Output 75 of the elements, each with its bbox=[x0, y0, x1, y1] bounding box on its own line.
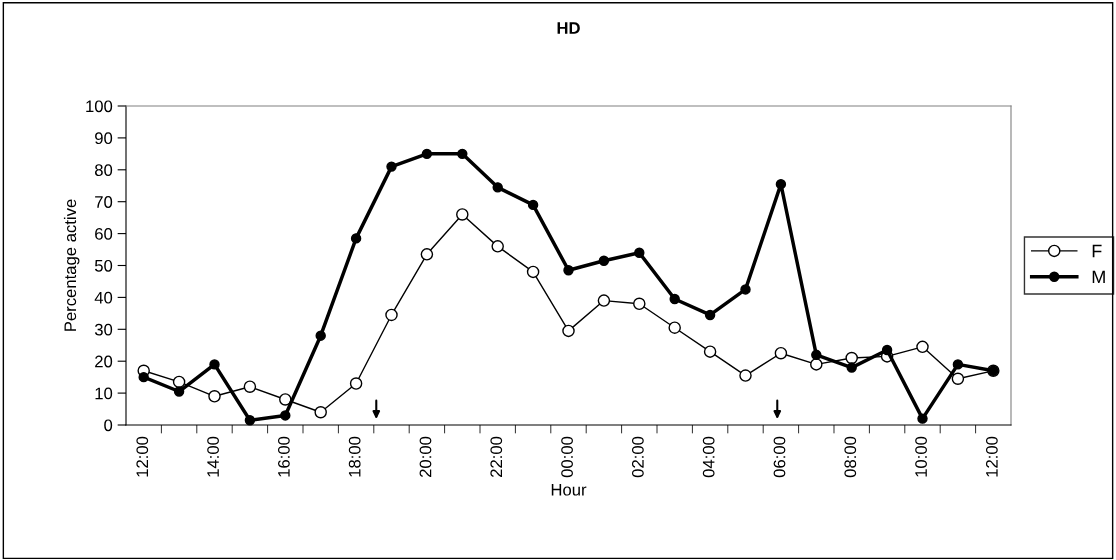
point bbox=[669, 293, 680, 305]
point bbox=[138, 371, 149, 383]
point bbox=[774, 346, 788, 360]
y-tick-label: 30 bbox=[94, 323, 113, 336]
point bbox=[173, 386, 185, 397]
y-tick-label: 60 bbox=[95, 228, 113, 240]
point bbox=[527, 199, 539, 211]
point bbox=[420, 248, 434, 261]
point bbox=[846, 362, 857, 373]
x-tick-label: 02:00 bbox=[631, 436, 644, 478]
x-tick-label: 12:00 bbox=[136, 436, 149, 477]
y-tick-label: 70 bbox=[95, 196, 113, 208]
y-tick-label: 20 bbox=[95, 355, 113, 368]
x-tick-label: 00:00 bbox=[561, 436, 573, 478]
point bbox=[811, 349, 822, 361]
point bbox=[456, 208, 469, 221]
point bbox=[280, 410, 291, 421]
x-tick-label: 10:00 bbox=[915, 436, 927, 477]
point bbox=[952, 359, 964, 370]
point bbox=[845, 351, 858, 365]
point bbox=[386, 161, 397, 172]
point bbox=[703, 345, 717, 358]
chart-title: HD bbox=[557, 22, 580, 34]
point bbox=[597, 294, 611, 307]
point bbox=[563, 265, 574, 276]
legend-label: M bbox=[1092, 270, 1105, 284]
point bbox=[917, 413, 928, 424]
y-tick-label: 50 bbox=[94, 259, 113, 272]
point bbox=[633, 297, 646, 311]
point bbox=[172, 375, 186, 389]
x-tick-label: 06:00 bbox=[773, 436, 786, 478]
x-tick-label: 22:00 bbox=[490, 436, 503, 477]
x-axis-title: Hour bbox=[551, 483, 587, 496]
point bbox=[634, 247, 645, 258]
point bbox=[739, 369, 752, 382]
y-tick-label: 100 bbox=[86, 100, 113, 113]
point bbox=[704, 309, 716, 321]
x-tick-label: 14:00 bbox=[207, 436, 219, 477]
point bbox=[526, 265, 540, 279]
legend-label: F bbox=[1092, 244, 1102, 258]
y-axis-title: Percentage active bbox=[63, 199, 80, 331]
point bbox=[916, 340, 929, 354]
point bbox=[279, 393, 292, 406]
point bbox=[385, 308, 398, 322]
point bbox=[775, 178, 787, 190]
point bbox=[421, 148, 433, 160]
point bbox=[740, 284, 751, 295]
point bbox=[668, 321, 681, 334]
point bbox=[491, 240, 504, 253]
point bbox=[349, 377, 363, 390]
x-tick-label: 20:00 bbox=[419, 436, 432, 477]
point bbox=[244, 415, 256, 426]
y-tick-label: 40 bbox=[94, 291, 113, 304]
point bbox=[492, 182, 503, 193]
point bbox=[314, 405, 327, 419]
point bbox=[350, 233, 362, 244]
y-tick-label: 0 bbox=[104, 419, 113, 432]
point bbox=[315, 330, 326, 341]
point bbox=[951, 372, 965, 385]
y-tick-label: 80 bbox=[94, 164, 113, 176]
x-tick-label: 18:00 bbox=[348, 436, 361, 477]
y-tick-label: 90 bbox=[95, 132, 113, 145]
x-tick-label: 04:00 bbox=[702, 436, 715, 478]
point bbox=[208, 390, 221, 403]
point bbox=[810, 358, 823, 371]
x-tick-label: 08:00 bbox=[844, 436, 857, 478]
x-tick-label: 12:00 bbox=[985, 436, 998, 477]
point bbox=[209, 359, 220, 370]
point bbox=[457, 148, 468, 160]
point bbox=[598, 255, 610, 266]
point bbox=[881, 344, 893, 356]
y-tick-label: 10 bbox=[95, 387, 113, 400]
point bbox=[562, 324, 575, 338]
x-tick-label: 16:00 bbox=[277, 436, 290, 477]
point bbox=[243, 380, 257, 393]
